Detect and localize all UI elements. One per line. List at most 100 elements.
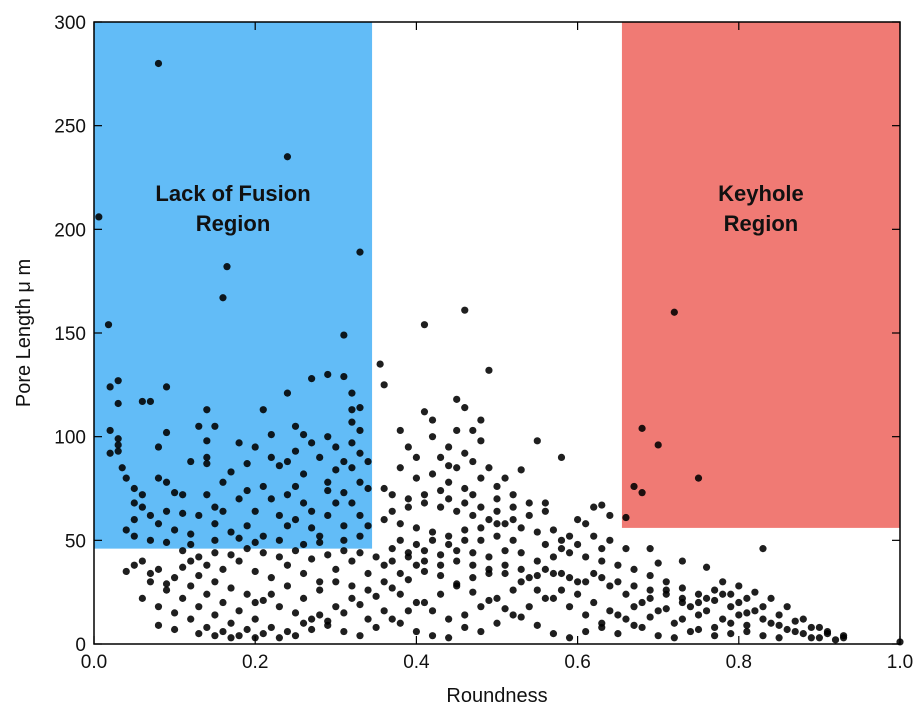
- data-point: [590, 569, 598, 578]
- data-point: [662, 605, 670, 613]
- data-point: [751, 607, 759, 615]
- data-point: [356, 601, 364, 609]
- data-point: [283, 153, 292, 161]
- data-point: [525, 499, 533, 507]
- data-point: [565, 603, 574, 611]
- data-point: [179, 509, 187, 517]
- data-point: [525, 574, 533, 582]
- data-point: [662, 590, 670, 598]
- data-point: [469, 549, 477, 557]
- data-point: [227, 528, 235, 536]
- x-tick-label: 1.0: [887, 652, 913, 673]
- data-point: [138, 594, 146, 602]
- data-point: [187, 582, 195, 590]
- data-point: [364, 522, 372, 530]
- data-point: [445, 462, 453, 470]
- data-point: [283, 561, 292, 569]
- data-point: [372, 592, 380, 600]
- data-point: [130, 484, 138, 493]
- data-point: [719, 590, 727, 598]
- data-point: [299, 499, 308, 507]
- data-point: [412, 598, 420, 607]
- data-point: [694, 598, 703, 607]
- x-tick-label: 0.2: [242, 652, 268, 673]
- data-point: [404, 495, 412, 503]
- data-point: [477, 603, 485, 611]
- data-point: [630, 582, 638, 590]
- data-point: [364, 569, 372, 578]
- data-point: [549, 526, 558, 534]
- data-point: [557, 453, 566, 461]
- data-point: [316, 532, 324, 540]
- data-point: [767, 594, 775, 602]
- data-point: [356, 248, 364, 256]
- data-point: [711, 632, 719, 640]
- data-point: [574, 590, 582, 598]
- data-point: [348, 582, 356, 590]
- data-point: [291, 547, 300, 555]
- data-point: [388, 507, 396, 515]
- data-point: [702, 563, 711, 571]
- data-point: [106, 426, 114, 435]
- data-point: [114, 435, 122, 443]
- data-point: [267, 495, 275, 503]
- data-point: [324, 551, 332, 559]
- data-point: [211, 578, 219, 586]
- y-tick-label: 300: [54, 13, 86, 34]
- data-point: [332, 443, 340, 451]
- data-point: [420, 547, 429, 555]
- data-point: [412, 627, 420, 636]
- data-point: [340, 372, 348, 381]
- data-point: [396, 426, 404, 435]
- data-point: [171, 609, 179, 617]
- data-point: [461, 404, 469, 412]
- data-point: [654, 607, 662, 615]
- data-point: [654, 441, 662, 449]
- data-point: [557, 586, 566, 594]
- data-point: [130, 532, 138, 540]
- data-point: [404, 607, 412, 615]
- data-point: [275, 603, 283, 611]
- data-point: [348, 439, 356, 447]
- data-point: [412, 474, 420, 482]
- data-point: [179, 594, 187, 602]
- data-point: [614, 630, 622, 638]
- data-point: [428, 536, 437, 544]
- data-point: [299, 540, 308, 549]
- data-point: [324, 433, 332, 441]
- data-point: [243, 460, 251, 468]
- data-point: [340, 627, 348, 636]
- data-point: [316, 586, 324, 594]
- data-point: [751, 588, 759, 596]
- data-point: [211, 611, 219, 619]
- data-point: [630, 482, 638, 491]
- data-point: [122, 567, 130, 576]
- data-point: [694, 474, 703, 482]
- data-point: [453, 547, 461, 555]
- data-point: [622, 590, 630, 598]
- data-point: [509, 503, 517, 511]
- data-point: [162, 580, 171, 588]
- data-point: [501, 561, 509, 569]
- data-point: [259, 532, 267, 540]
- data-point: [420, 408, 429, 416]
- data-point: [388, 545, 396, 553]
- data-point: [376, 360, 384, 368]
- data-point: [203, 460, 211, 468]
- data-point: [114, 441, 122, 449]
- data-point: [138, 397, 146, 406]
- data-point: [227, 634, 235, 642]
- data-point: [549, 630, 558, 638]
- data-point: [308, 439, 316, 447]
- data-point: [299, 430, 308, 439]
- data-point: [380, 561, 388, 569]
- data-point: [614, 611, 622, 619]
- data-point: [364, 457, 372, 466]
- data-point: [130, 499, 138, 507]
- data-point: [791, 627, 799, 636]
- data-point: [332, 578, 340, 586]
- data-point: [187, 615, 195, 623]
- data-point: [154, 565, 163, 573]
- data-point: [493, 507, 501, 515]
